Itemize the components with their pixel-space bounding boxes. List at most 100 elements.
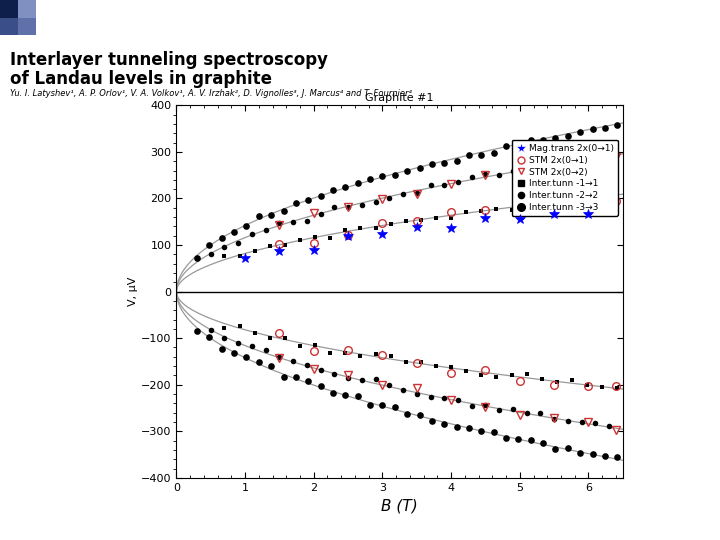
Bar (3, 0, 6, 35)
Bar (4, 0, 7, 35)
Bar (1, 0, 5, 35)
Bar (1, 0, 5, 35)
Bar (1, 0, 4, 35)
Bar (18, 0, 36, 17)
Bar (1, 0, 4, 35)
Bar (3, 0, 6, 35)
Text: of Landau levels in graphite: of Landau levels in graphite (10, 70, 272, 88)
Bar (1, 0, 4, 35)
Bar (1, 0, 4, 35)
Bar (1, 0, 4, 35)
Bar (3, 0, 6, 35)
Bar (1, 0, 5, 35)
Bar (2, 0, 6, 35)
Bar (3, 0, 6, 35)
Bar (1, 0, 5, 35)
Bar (1, 0, 6, 35)
Bar (0, 0, 4, 35)
Bar (1, 0, 5, 35)
Bar (1, 0, 5, 35)
Bar (3, 0, 6, 35)
Bar (3, 0, 6, 35)
Bar (2, 0, 6, 35)
Bar (2, 0, 6, 35)
Bar (2, 0, 6, 35)
Text: Yu. I. Latyshev¹, A. P. Orlov¹, V. A. Volkov¹, A. V. Irzhak², D. Vignolles³, J. : Yu. I. Latyshev¹, A. P. Orlov¹, V. A. Vo… (10, 89, 412, 98)
Bar (3, 0, 6, 35)
Bar (3, 0, 6, 35)
Bar (0, 0, 4, 35)
Bar (1, 0, 4, 35)
Bar (4, 0, 7, 35)
Bar (1, 0, 4, 35)
Bar (1, 0, 4, 35)
Bar (1, 0, 5, 35)
Bar (1, 0, 5, 35)
Bar (3, 0, 6, 35)
Bar (1, 0, 4, 35)
Bar (0, 0, 4, 35)
Bar (4, 0, 7, 35)
Bar (1, 0, 5, 35)
Bar (0, 0, 4, 35)
Bar (1, 0, 5, 35)
Bar (1, 0, 5, 35)
Bar (1, 0, 4, 35)
Bar (2, 0, 6, 35)
Bar (2, 0, 6, 35)
Bar (1, 0, 4, 35)
Bar (2, 0, 6, 35)
Bar (3, 0, 6, 35)
Bar (1, 0, 5, 35)
Bar (18, 17, 36, 35)
Bar (1, 0, 5, 35)
Bar (1, 0, 5, 35)
Bar (2, 0, 6, 35)
Bar (1, 0, 4, 35)
Bar (1, 0, 5, 35)
Bar (3, 0, 6, 35)
Bar (3, 0, 6, 35)
Bar (2, 0, 6, 35)
Bar (1, 0, 5, 35)
Bar (2, 0, 6, 35)
Bar (4, 0, 7, 35)
Bar (4, 0, 7, 35)
Bar (1, 0, 5, 35)
Bar (1, 0, 5, 35)
Bar (1, 0, 5, 35)
Bar (3, 0, 6, 35)
Bar (0, 0, 4, 35)
Bar (2, 0, 6, 35)
Bar (2, 0, 6, 35)
Bar (1, 0, 5, 35)
Bar (2, 0, 6, 35)
Bar (1, 0, 4, 35)
Bar (3, 0, 6, 35)
Bar (1, 0, 4, 35)
Legend: Mag.trans 2x(0→1), STM 2x(0→1), STM 2x(0→2), Inter.tunn -1→1, Inter.tunn -2→2, I: Mag.trans 2x(0→1), STM 2x(0→1), STM 2x(0… (512, 140, 618, 216)
Bar (1, 0, 4, 35)
Bar (0, 0, 18, 17)
Bar (2, 0, 6, 35)
Bar (1, 0, 4, 35)
Bar (3, 0, 6, 35)
Bar (1, 0, 5, 35)
Bar (1, 0, 4, 35)
Bar (3, 0, 6, 35)
Bar (1, 0, 4, 35)
Bar (0, 0, 4, 35)
Bar (4, 0, 7, 35)
Bar (2, 0, 6, 35)
Bar (0, 0, 4, 35)
Bar (3, 0, 6, 35)
Bar (1, 0, 4, 35)
Bar (3, 0, 6, 35)
Bar (2, 0, 6, 35)
Bar (4, 0, 7, 35)
Bar (2, 0, 6, 35)
Bar (1, 0, 4, 35)
Bar (0, 0, 4, 35)
Bar (0, 0, 4, 35)
Bar (3, 0, 6, 35)
